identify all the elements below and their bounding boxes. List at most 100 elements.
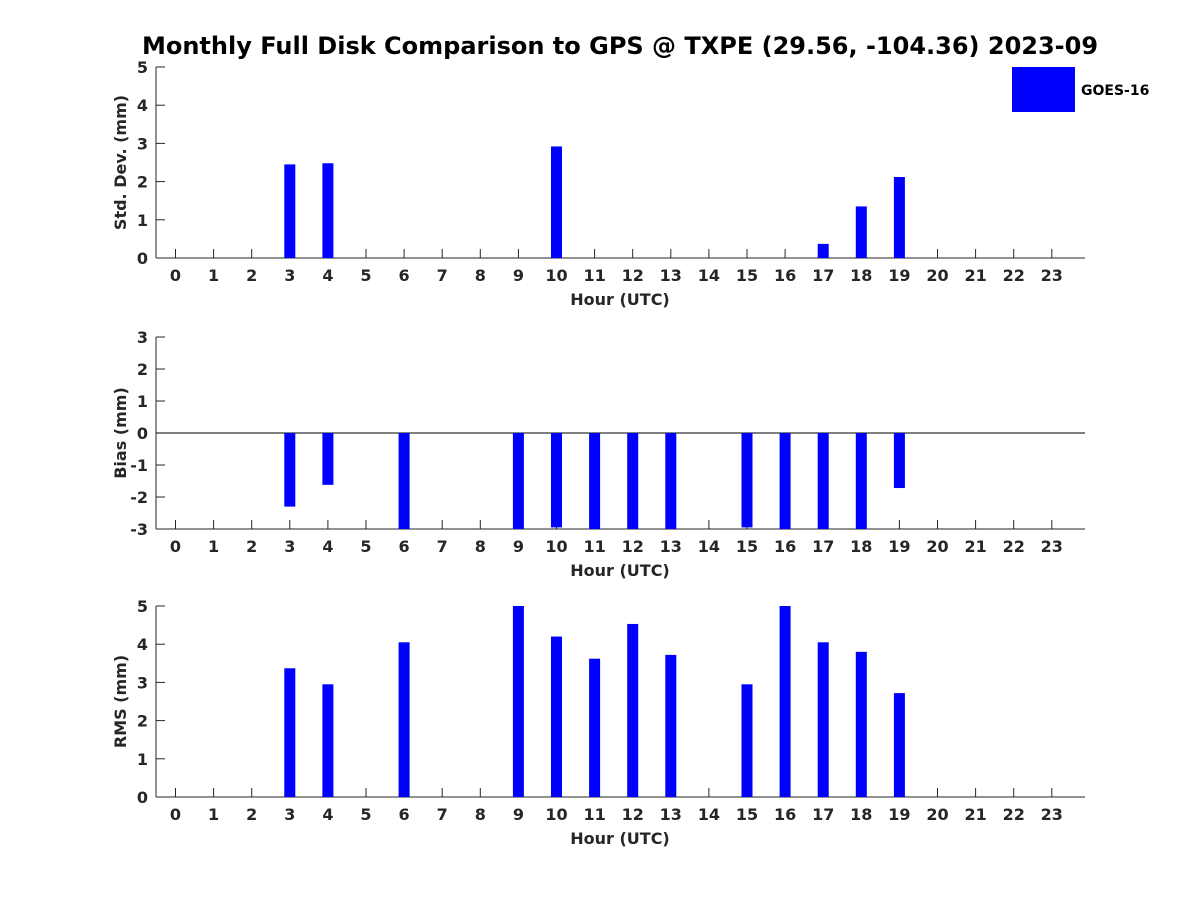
x-tick-label: 7 — [437, 266, 448, 285]
x-tick-label: 11 — [583, 805, 605, 824]
y-tick-label: 1 — [137, 211, 148, 230]
x-tick-label: 6 — [399, 805, 410, 824]
bar — [779, 606, 791, 797]
x-axis-label: Hour (UTC) — [570, 829, 670, 848]
legend-swatch — [1012, 67, 1075, 112]
y-tick-label: 0 — [137, 788, 148, 807]
bar — [817, 433, 829, 529]
x-tick-label: 21 — [964, 537, 986, 556]
x-tick-label: 2 — [246, 805, 257, 824]
bar — [665, 433, 677, 529]
x-tick-label: 19 — [888, 805, 910, 824]
bar — [741, 433, 753, 528]
y-tick-label: 5 — [137, 58, 148, 77]
y-tick-label: 0 — [137, 249, 148, 268]
x-tick-label: 5 — [360, 805, 371, 824]
x-tick-label: 8 — [475, 537, 486, 556]
x-tick-label: 15 — [736, 266, 758, 285]
y-tick-label: 2 — [137, 173, 148, 192]
x-tick-label: 21 — [964, 805, 986, 824]
bar — [817, 243, 829, 258]
y-tick-label: 3 — [137, 673, 148, 692]
bar — [398, 642, 410, 797]
bar — [512, 606, 524, 797]
bar — [284, 433, 296, 507]
x-tick-label: 12 — [622, 805, 644, 824]
x-tick-label: 4 — [322, 805, 333, 824]
x-tick-label: 10 — [545, 266, 567, 285]
x-tick-label: 1 — [208, 537, 219, 556]
bar — [855, 433, 867, 529]
x-tick-label: 18 — [850, 537, 872, 556]
x-tick-label: 21 — [964, 266, 986, 285]
x-tick-label: 23 — [1041, 266, 1063, 285]
x-tick-label: 2 — [246, 266, 257, 285]
x-tick-label: 3 — [284, 537, 295, 556]
x-tick-label: 11 — [583, 537, 605, 556]
legend: GOES-16 — [1012, 67, 1149, 112]
x-tick-label: 16 — [774, 537, 796, 556]
bar — [741, 684, 753, 797]
bar — [627, 433, 639, 529]
bar — [589, 658, 601, 797]
bar — [284, 668, 296, 797]
y-tick-label: -3 — [130, 520, 148, 539]
y-tick-label: -1 — [130, 456, 148, 475]
x-tick-label: 18 — [850, 266, 872, 285]
x-tick-label: 15 — [736, 537, 758, 556]
x-tick-label: 7 — [437, 537, 448, 556]
bar — [322, 684, 334, 797]
bar — [855, 651, 867, 797]
x-tick-label: 9 — [513, 266, 524, 285]
bar — [589, 433, 601, 529]
x-tick-label: 11 — [583, 266, 605, 285]
y-tick-label: 2 — [137, 360, 148, 379]
x-tick-label: 10 — [545, 537, 567, 556]
x-tick-label: 13 — [660, 805, 682, 824]
x-axis-label: Hour (UTC) — [570, 561, 670, 580]
y-tick-label: 3 — [137, 134, 148, 153]
x-tick-label: 5 — [360, 537, 371, 556]
x-tick-label: 14 — [698, 805, 720, 824]
x-tick-label: 23 — [1041, 805, 1063, 824]
y-axis-label: Bias (mm) — [111, 387, 130, 479]
y-tick-label: 5 — [137, 597, 148, 616]
y-tick-label: -2 — [130, 488, 148, 507]
bar — [398, 433, 410, 529]
x-tick-label: 1 — [208, 266, 219, 285]
x-tick-label: 16 — [774, 805, 796, 824]
bar — [512, 433, 524, 529]
x-tick-label: 22 — [1003, 537, 1025, 556]
x-tick-label: 22 — [1003, 805, 1025, 824]
bar — [855, 206, 867, 258]
bar — [284, 164, 296, 258]
bar — [551, 433, 562, 528]
x-tick-label: 12 — [622, 537, 644, 556]
y-axis-label: Std. Dev. (mm) — [111, 95, 130, 230]
x-tick-label: 4 — [322, 537, 333, 556]
x-tick-label: 22 — [1003, 266, 1025, 285]
x-tick-label: 5 — [360, 266, 371, 285]
chart-title: Monthly Full Disk Comparison to GPS @ TX… — [142, 32, 1098, 60]
x-tick-label: 1 — [208, 805, 219, 824]
x-tick-label: 3 — [284, 805, 295, 824]
bar — [322, 433, 334, 485]
bar — [893, 693, 905, 797]
bar — [551, 636, 562, 797]
x-tick-label: 8 — [475, 805, 486, 824]
x-tick-label: 14 — [698, 266, 720, 285]
x-tick-label: 2 — [246, 537, 257, 556]
x-tick-label: 3 — [284, 266, 295, 285]
y-tick-label: 3 — [137, 328, 148, 347]
bar — [893, 177, 905, 258]
bar — [893, 433, 905, 489]
y-tick-label: 4 — [137, 96, 148, 115]
y-tick-label: 4 — [137, 635, 148, 654]
x-tick-label: 20 — [926, 537, 948, 556]
x-tick-label: 9 — [513, 805, 524, 824]
x-tick-label: 9 — [513, 537, 524, 556]
bar — [779, 433, 791, 529]
